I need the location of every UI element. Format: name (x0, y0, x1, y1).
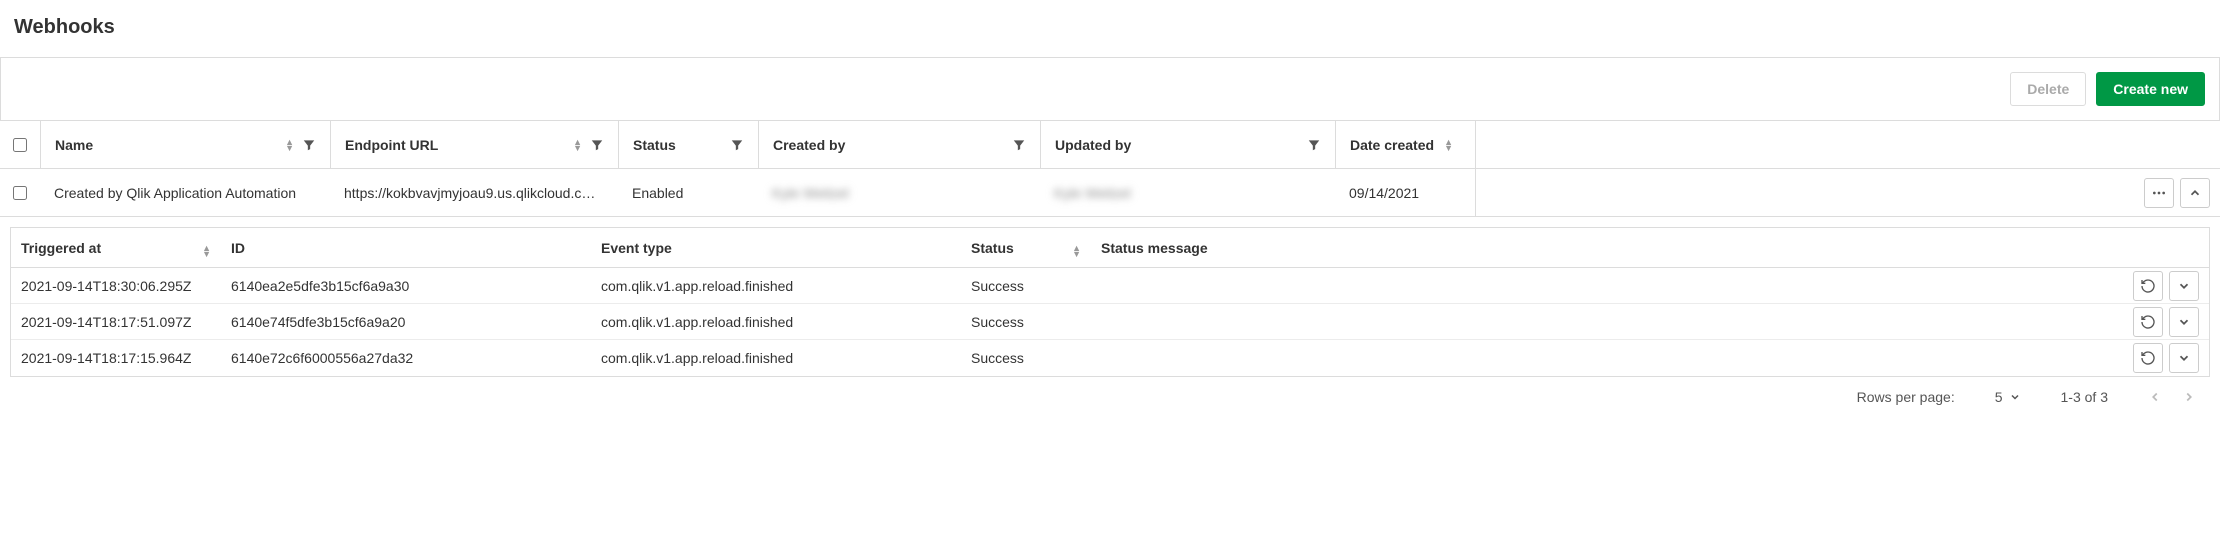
delete-button[interactable]: Delete (2010, 72, 2086, 106)
events-table: Triggered at ▲▼ ID Event type Status ▲▼ … (10, 227, 2210, 377)
event-actions (2119, 271, 2209, 301)
events-col-status[interactable]: Status ▲▼ (961, 238, 1091, 257)
page-title: Webhooks (0, 0, 2220, 57)
column-header-endpoint-label: Endpoint URL (345, 137, 438, 153)
events-col-status-message[interactable]: Status message (1091, 240, 2119, 256)
event-status: Success (961, 314, 1091, 330)
event-triggered-at: 2021-09-14T18:30:06.295Z (11, 278, 221, 294)
webhooks-table-header: Name ▲▼ Endpoint URL ▲▼ Status Created b… (0, 121, 2220, 169)
chevron-down-icon (2177, 315, 2191, 329)
expand-button[interactable] (2169, 307, 2199, 337)
event-status: Success (961, 350, 1091, 366)
event-type: com.qlik.v1.app.reload.finished (591, 314, 961, 330)
event-actions (2119, 343, 2209, 373)
rows-per-page-value: 5 (1995, 389, 2003, 405)
retry-button[interactable] (2133, 271, 2163, 301)
event-status: Success (961, 278, 1091, 294)
event-id: 6140e74f5dfe3b15cf6a9a20 (221, 314, 591, 330)
create-new-button[interactable]: Create new (2096, 72, 2205, 106)
webhook-endpoint: https://kokbvavjmyjoau9.us.qlikcloud.c… (330, 185, 618, 201)
retry-button[interactable] (2133, 343, 2163, 373)
chevron-down-icon (2177, 279, 2191, 293)
chevron-right-icon (2182, 390, 2196, 404)
chevron-up-icon (2188, 186, 2202, 200)
retry-icon (2140, 350, 2156, 366)
webhook-date-created: 09/14/2021 (1335, 185, 1475, 201)
event-actions (2119, 307, 2209, 337)
sort-icon[interactable]: ▲▼ (573, 139, 590, 151)
column-header-date-created-label: Date created (1350, 137, 1434, 153)
chevron-down-icon (2009, 391, 2021, 403)
event-triggered-at: 2021-09-14T18:17:51.097Z (11, 314, 221, 330)
column-header-date-created[interactable]: Date created ▲▼ (1335, 121, 1475, 169)
event-type: com.qlik.v1.app.reload.finished (591, 350, 961, 366)
filter-icon[interactable] (730, 138, 744, 152)
toolbar: Delete Create new (0, 57, 2220, 121)
select-all-cell (0, 138, 40, 152)
sort-icon[interactable]: ▲▼ (1072, 238, 1091, 257)
event-triggered-at: 2021-09-14T18:17:15.964Z (11, 350, 221, 366)
more-actions-button[interactable] (2144, 178, 2174, 208)
event-row: 2021-09-14T18:30:06.295Z6140ea2e5dfe3b15… (11, 268, 2209, 304)
rows-per-page-select[interactable]: 5 (1995, 389, 2021, 405)
more-icon (2151, 185, 2167, 201)
retry-icon (2140, 314, 2156, 330)
event-id: 6140ea2e5dfe3b15cf6a9a30 (221, 278, 591, 294)
column-header-status[interactable]: Status (618, 121, 758, 169)
rows-per-page-label: Rows per page: (1857, 389, 1955, 405)
column-header-created-by-label: Created by (773, 137, 845, 153)
event-row: 2021-09-14T18:17:15.964Z6140e72c6f600055… (11, 340, 2209, 376)
column-header-actions (1475, 121, 2220, 169)
events-col-triggered-label: Triggered at (21, 240, 101, 256)
column-header-status-label: Status (633, 137, 676, 153)
chevron-down-icon (2177, 351, 2191, 365)
expand-button[interactable] (2169, 343, 2199, 373)
sort-icon[interactable]: ▲▼ (1444, 139, 1461, 151)
collapse-button[interactable] (2180, 178, 2210, 208)
column-header-endpoint-url[interactable]: Endpoint URL ▲▼ (330, 121, 618, 169)
sort-icon[interactable]: ▲▼ (202, 238, 221, 257)
chevron-left-icon (2148, 390, 2162, 404)
column-header-created-by[interactable]: Created by (758, 121, 1040, 169)
select-all-checkbox[interactable] (13, 138, 27, 152)
event-type: com.qlik.v1.app.reload.finished (591, 278, 961, 294)
events-panel: Triggered at ▲▼ ID Event type Status ▲▼ … (0, 217, 2220, 417)
event-id: 6140e72c6f6000556a27da32 (221, 350, 591, 366)
column-header-updated-by[interactable]: Updated by (1040, 121, 1335, 169)
retry-icon (2140, 278, 2156, 294)
event-row: 2021-09-14T18:17:51.097Z6140e74f5dfe3b15… (11, 304, 2209, 340)
pagination: Rows per page: 5 1-3 of 3 (10, 377, 2210, 417)
events-header: Triggered at ▲▼ ID Event type Status ▲▼ … (11, 228, 2209, 268)
filter-icon[interactable] (1307, 138, 1321, 152)
pagination-range: 1-3 of 3 (2061, 389, 2108, 405)
column-header-name[interactable]: Name ▲▼ (40, 121, 330, 169)
events-col-event-type[interactable]: Event type (591, 240, 961, 256)
webhook-name: Created by Qlik Application Automation (40, 185, 330, 201)
webhook-row: Created by Qlik Application Automation h… (0, 169, 2220, 217)
webhook-updated-by: Kyle Weitzel (1040, 185, 1335, 201)
events-col-status-label: Status (971, 240, 1014, 256)
expand-button[interactable] (2169, 271, 2199, 301)
filter-icon[interactable] (590, 138, 604, 152)
webhook-status: Enabled (618, 185, 758, 201)
sort-icon[interactable]: ▲▼ (285, 139, 302, 151)
webhook-actions (1475, 169, 2220, 217)
events-col-triggered-at[interactable]: Triggered at ▲▼ (11, 238, 221, 257)
column-header-name-label: Name (55, 137, 93, 153)
filter-icon[interactable] (302, 138, 316, 152)
pagination-prev-button[interactable] (2148, 390, 2162, 404)
row-select-checkbox[interactable] (13, 186, 27, 200)
row-select-cell (0, 186, 40, 200)
retry-button[interactable] (2133, 307, 2163, 337)
filter-icon[interactable] (1012, 138, 1026, 152)
webhook-created-by: Kyle Weitzel (758, 185, 1040, 201)
pagination-next-button[interactable] (2182, 390, 2196, 404)
events-col-id[interactable]: ID (221, 240, 591, 256)
column-header-updated-by-label: Updated by (1055, 137, 1131, 153)
